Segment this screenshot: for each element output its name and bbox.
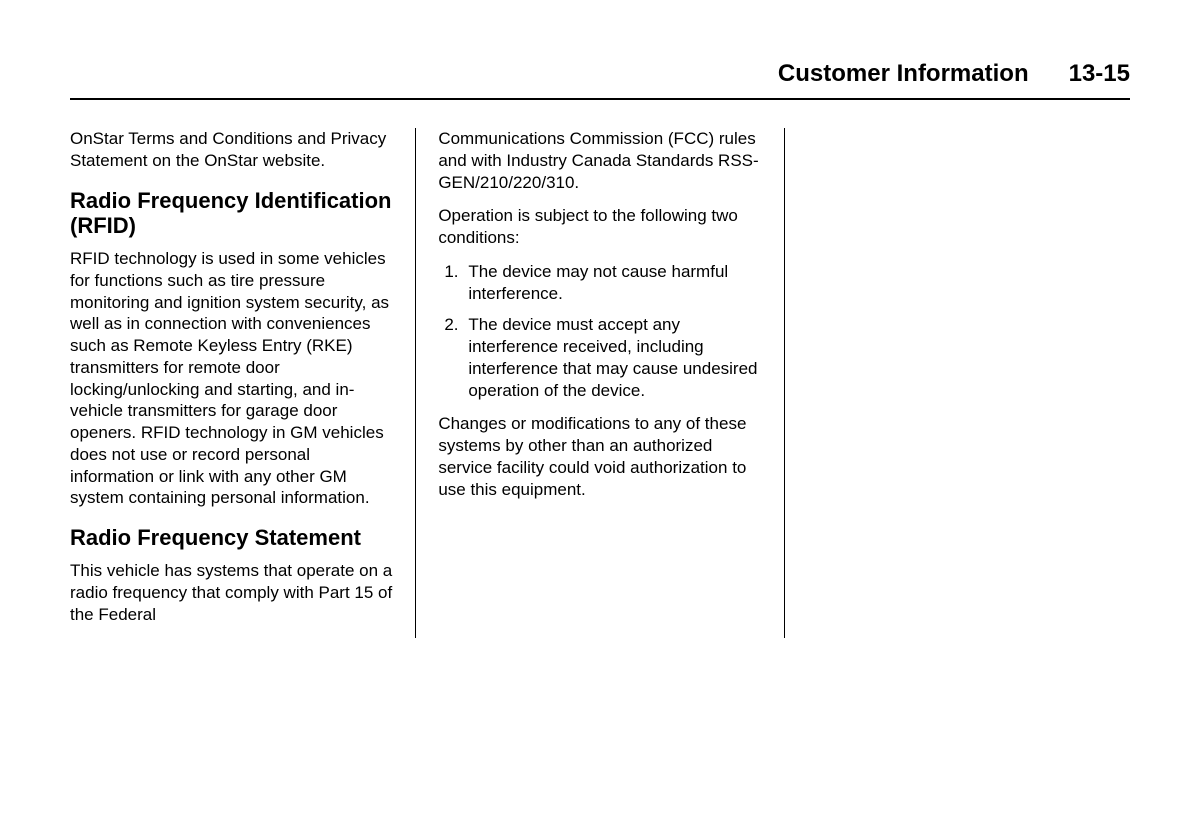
rfid-heading: Radio Frequency Identification (RFID) [70,188,393,239]
rf-statement-paragraph: This vehicle has systems that operate on… [70,560,393,625]
rfid-paragraph: RFID technology is used in some vehicles… [70,248,393,509]
operation-conditions-paragraph: Operation is subject to the following tw… [438,205,761,249]
conditions-list: 1. The device may not cause harmful inte… [438,261,761,402]
header-section-title: Customer Information [778,60,1029,88]
fcc-continuation-paragraph: Communications Commission (FCC) rules an… [438,128,761,193]
page-header: Customer Information 13-15 [70,60,1130,100]
column-3 [785,128,1130,638]
list-item: 1. The device may not cause harmful inte… [438,261,761,305]
rf-statement-heading: Radio Frequency Statement [70,525,393,550]
list-item-number: 2. [444,314,468,401]
list-item-text: The device must accept any interference … [468,314,761,401]
column-2: Communications Commission (FCC) rules an… [416,128,784,638]
content-area: OnStar Terms and Conditions and Privacy … [70,128,1130,638]
changes-paragraph: Changes or modifications to any of these… [438,413,761,500]
column-1: OnStar Terms and Conditions and Privacy … [70,128,416,638]
list-item: 2. The device must accept any interferen… [438,314,761,401]
onstar-intro-paragraph: OnStar Terms and Conditions and Privacy … [70,128,393,172]
header-page-number: 13-15 [1069,60,1130,88]
list-item-number: 1. [444,261,468,305]
list-item-text: The device may not cause harmful interfe… [468,261,761,305]
